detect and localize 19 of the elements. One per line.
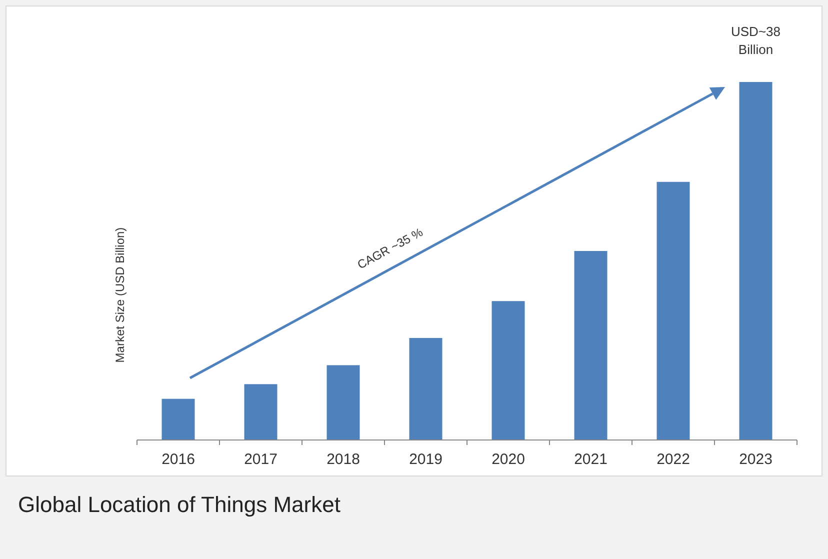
bar: [326, 365, 360, 440]
x-tick-label: 2022: [656, 451, 690, 468]
text: USD~38 Billion: [731, 24, 780, 57]
bar: [574, 250, 608, 440]
x-tick-label: 2021: [574, 451, 608, 468]
x-tick-label: 2017: [244, 451, 278, 468]
x-tick-label: 2016: [162, 451, 195, 468]
bar: [409, 338, 442, 440]
x-tick-label: 2018: [326, 451, 360, 468]
x-tick-label: 2020: [492, 451, 525, 468]
bar: [739, 82, 772, 440]
text: Global Location of Things Market: [18, 492, 340, 517]
x-tick-label: 2019: [409, 451, 442, 468]
bar: [162, 398, 195, 440]
bar: [656, 182, 690, 440]
x-tick-label: 2023: [739, 451, 772, 468]
bar: [492, 301, 525, 440]
bar: [244, 384, 278, 440]
y-axis-title: Market Size (USD Billion): [113, 227, 127, 363]
